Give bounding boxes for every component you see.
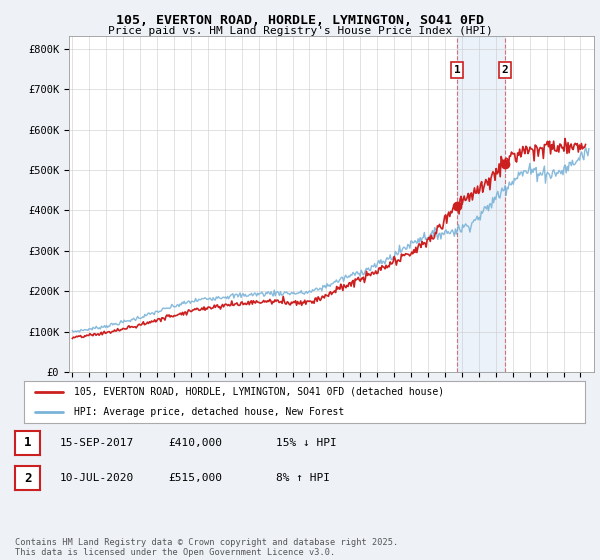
Text: £410,000: £410,000 (168, 438, 222, 448)
Text: 15-SEP-2017: 15-SEP-2017 (60, 438, 134, 448)
Text: 2: 2 (24, 472, 31, 485)
Text: 8% ↑ HPI: 8% ↑ HPI (276, 473, 330, 483)
Text: £515,000: £515,000 (168, 473, 222, 483)
Text: 105, EVERTON ROAD, HORDLE, LYMINGTON, SO41 0FD (detached house): 105, EVERTON ROAD, HORDLE, LYMINGTON, SO… (74, 387, 445, 396)
Text: 15% ↓ HPI: 15% ↓ HPI (276, 438, 337, 448)
Text: 10-JUL-2020: 10-JUL-2020 (60, 473, 134, 483)
Text: Contains HM Land Registry data © Crown copyright and database right 2025.
This d: Contains HM Land Registry data © Crown c… (15, 538, 398, 557)
Text: 1: 1 (454, 65, 460, 75)
Text: 2: 2 (502, 65, 508, 75)
Bar (457, 36, 505, 372)
Text: HPI: Average price, detached house, New Forest: HPI: Average price, detached house, New … (74, 407, 345, 417)
Text: Price paid vs. HM Land Registry's House Price Index (HPI): Price paid vs. HM Land Registry's House … (107, 26, 493, 36)
Text: 1: 1 (24, 436, 31, 450)
Text: 105, EVERTON ROAD, HORDLE, LYMINGTON, SO41 0FD: 105, EVERTON ROAD, HORDLE, LYMINGTON, SO… (116, 14, 484, 27)
